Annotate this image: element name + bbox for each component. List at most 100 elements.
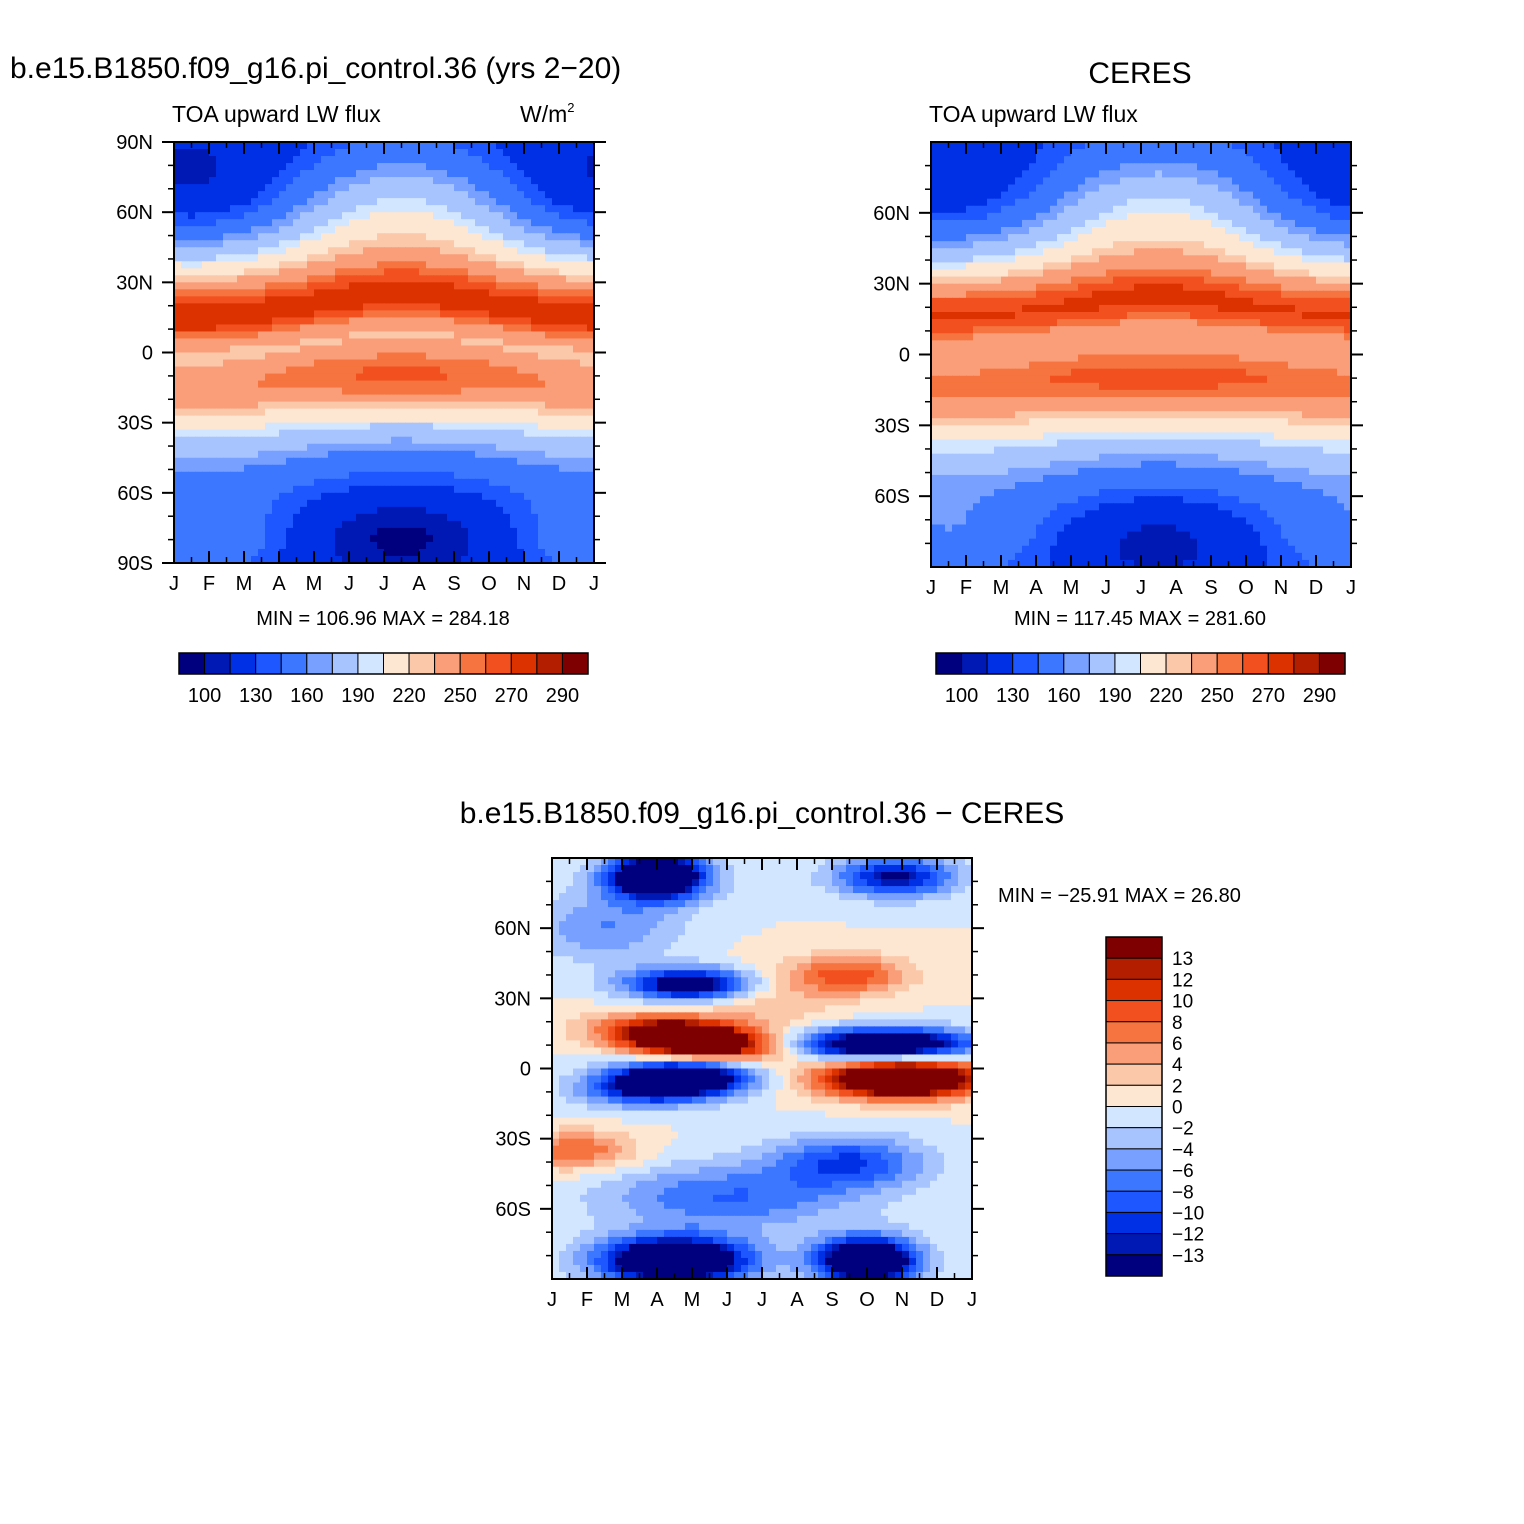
- contour-cell: [987, 255, 995, 264]
- contour-cell: [181, 275, 189, 283]
- contour-cell: [945, 198, 953, 207]
- contour-cell: [503, 212, 511, 220]
- contour-cell: [1078, 170, 1086, 179]
- contour-cell: [517, 359, 525, 368]
- contour-cell: [202, 478, 210, 487]
- contour-cell: [931, 142, 939, 150]
- contour-cell: [531, 401, 539, 410]
- contour-cell: [370, 345, 378, 354]
- contour-cell: [251, 380, 259, 389]
- contour-cell: [524, 219, 532, 227]
- contour-cell: [384, 240, 392, 248]
- contour-cell: [1127, 255, 1135, 264]
- contour-cell: [461, 170, 469, 178]
- contour-cell: [237, 366, 245, 375]
- contour-cell: [195, 247, 203, 255]
- contour-cell: [1148, 170, 1156, 179]
- contour-cell: [279, 555, 287, 563]
- contour-cell: [251, 268, 259, 276]
- contour-cell: [510, 394, 518, 403]
- contour-cell: [265, 506, 273, 515]
- contour-cell: [405, 226, 413, 234]
- contour-cell: [174, 275, 182, 283]
- contour-cell: [475, 268, 483, 276]
- contour-cell: [552, 471, 560, 480]
- contour-cell: [342, 485, 350, 494]
- contour-cell: [468, 352, 476, 361]
- contour-cell: [244, 226, 252, 234]
- contour-cell: [980, 234, 988, 242]
- contour-cell: [398, 499, 406, 508]
- contour-cell: [510, 366, 518, 375]
- contour-cell: [468, 478, 476, 487]
- contour-cell: [587, 366, 594, 375]
- contour-cell: [405, 548, 413, 557]
- contour-cell: [279, 240, 287, 248]
- contour-cell: [1015, 170, 1023, 179]
- contour-cell: [1176, 269, 1184, 278]
- contour-cell: [573, 450, 581, 459]
- contour-cell: [1120, 269, 1128, 278]
- contour-cell: [517, 548, 525, 557]
- contour-cell: [363, 289, 371, 297]
- contour-cell: [552, 408, 560, 417]
- contour-cell: [587, 506, 594, 515]
- contour-cell: [223, 261, 231, 269]
- contour-cell: [524, 233, 532, 241]
- contour-cell: [237, 506, 245, 515]
- contour-cell: [559, 506, 567, 515]
- contour-cell: [188, 429, 196, 438]
- contour-cell: [356, 324, 364, 333]
- contour-cell: [419, 387, 427, 396]
- contour-cell: [489, 219, 497, 227]
- contour-cell: [938, 142, 946, 150]
- contour-cell: [1001, 177, 1009, 186]
- contour-cell: [405, 408, 413, 417]
- contour-cell: [1134, 283, 1142, 292]
- contour-cell: [433, 268, 441, 276]
- contour-cell: [475, 513, 483, 522]
- contour-cell: [328, 282, 336, 290]
- contour-cell: [1309, 262, 1317, 271]
- contour-cell: [454, 226, 462, 234]
- contour-cell: [314, 506, 322, 515]
- contour-cell: [405, 324, 413, 333]
- contour-cell: [272, 142, 280, 150]
- contour-cell: [412, 198, 420, 206]
- contour-cell: [377, 457, 385, 466]
- contour-cell: [258, 520, 266, 529]
- contour-cell: [328, 366, 336, 375]
- contour-cell: [391, 233, 399, 241]
- contour-cell: [475, 310, 483, 319]
- contour-cell: [223, 366, 231, 375]
- contour-cell: [1267, 191, 1275, 200]
- contour-cell: [573, 520, 581, 529]
- contour-cell: [300, 387, 308, 396]
- contour-cell: [489, 184, 497, 192]
- contour-cell: [447, 198, 455, 206]
- contour-cell: [405, 506, 413, 515]
- contour-cell: [384, 324, 392, 333]
- contour-cell: [384, 191, 392, 199]
- contour-cell: [1323, 219, 1331, 228]
- contour-cell: [1113, 170, 1121, 179]
- contour-cell: [251, 520, 259, 529]
- contour-cell: [559, 156, 567, 164]
- contour-cell: [349, 513, 357, 522]
- contour-cell: [1267, 255, 1275, 264]
- contour-cell: [286, 527, 294, 536]
- contour-cell: [545, 296, 553, 304]
- contour-cell: [412, 289, 420, 297]
- contour-cell: [342, 310, 350, 319]
- contour-cell: [1155, 191, 1163, 200]
- contour-cell: [1148, 198, 1156, 207]
- contour-cell: [251, 198, 259, 206]
- contour-cell: [945, 205, 953, 214]
- contour-cell: [1274, 177, 1282, 186]
- contour-cell: [1302, 241, 1310, 249]
- contour-cell: [1309, 212, 1317, 221]
- contour-cell: [1260, 170, 1268, 179]
- contour-cell: [952, 255, 960, 264]
- contour-cell: [1267, 177, 1275, 186]
- contour-cell: [433, 541, 441, 550]
